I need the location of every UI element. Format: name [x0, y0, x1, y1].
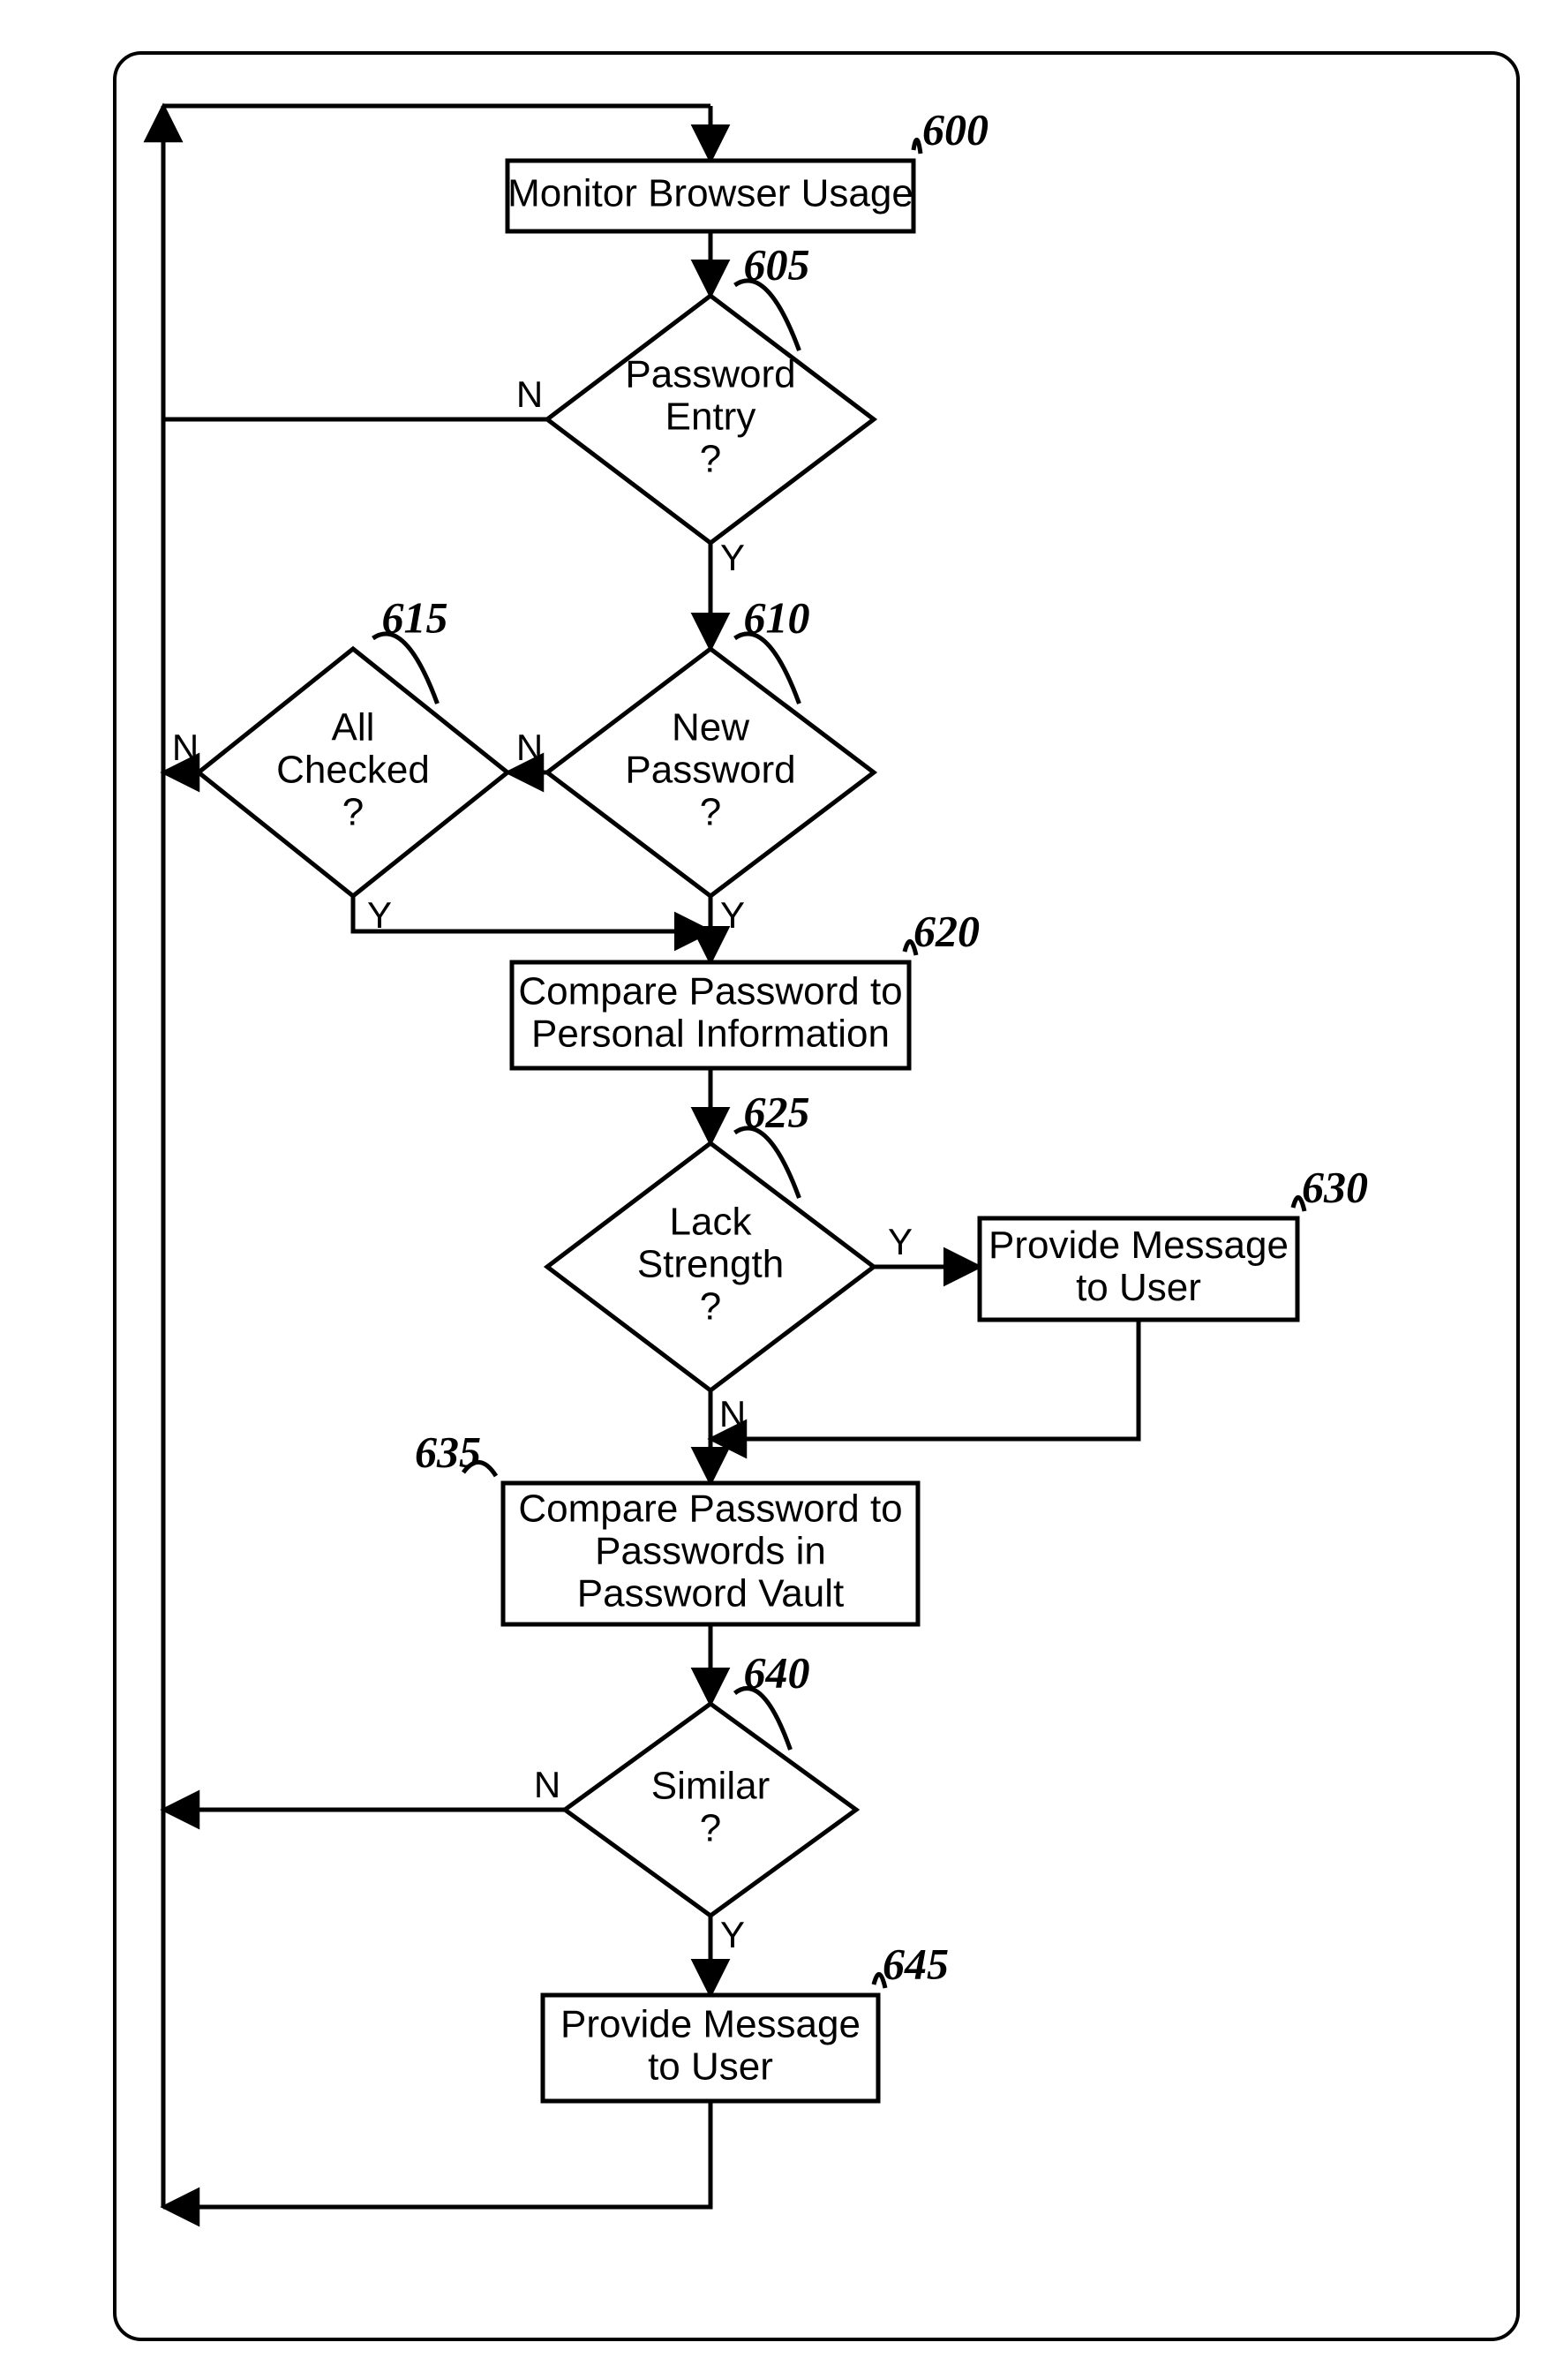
- ref-n615: 615: [382, 592, 448, 642]
- node-n620-line0: Compare Password to: [518, 970, 902, 1013]
- edge-label-e640-N-loop: N: [534, 1764, 560, 1805]
- node-n625-line2: ?: [700, 1285, 721, 1329]
- ref-hook-n600: [913, 139, 921, 154]
- node-n630: Provide Messageto User: [980, 1218, 1297, 1320]
- ref-n620: 620: [913, 906, 980, 955]
- edge-label-e605-N-loop: N: [516, 373, 543, 415]
- node-n620-line1: Personal Information: [531, 1013, 890, 1056]
- edge-e615-Y-620: [353, 896, 710, 931]
- node-n610-line0: New: [672, 706, 749, 749]
- node-n645-line0: Provide Message: [560, 2003, 861, 2046]
- edge-label-e615-Y-620: Y: [367, 894, 392, 936]
- ref-n640: 640: [744, 1647, 810, 1697]
- node-n605: PasswordEntry?: [547, 296, 874, 543]
- ref-n645: 645: [883, 1939, 949, 1988]
- node-n615-line0: All: [332, 706, 375, 749]
- ref-n635: 635: [415, 1427, 481, 1476]
- node-n625-line1: Strength: [637, 1243, 784, 1286]
- node-n610-line2: ?: [700, 791, 721, 834]
- node-n615-line1: Checked: [276, 749, 430, 792]
- node-n630-line0: Provide Message: [988, 1224, 1289, 1267]
- node-n640-line1: ?: [700, 1807, 721, 1850]
- edge-e645-loop: [163, 2101, 710, 2207]
- flowchart: Y N Y N N Y Y N N Y Monitor Browser Usage Password…: [0, 0, 1541, 2380]
- node-n625-line0: Lack: [670, 1201, 753, 1244]
- edge-label-e625-635: N: [719, 1393, 746, 1435]
- node-n610-line1: Password: [625, 749, 795, 792]
- node-n615-line2: ?: [342, 791, 364, 834]
- edge-label-e615-N-loop: N: [172, 727, 199, 768]
- node-n610: NewPassword?: [547, 649, 874, 896]
- node-n635: Compare Password toPasswords inPassword …: [503, 1483, 918, 1624]
- node-n635-line2: Password Vault: [577, 1572, 844, 1616]
- edge-label-e605-610: Y: [720, 537, 745, 578]
- node-n640-line0: Similar: [651, 1765, 770, 1808]
- node-n605-line1: Entry: [665, 395, 756, 439]
- node-n615: AllChecked?: [199, 649, 507, 896]
- ref-n625: 625: [744, 1087, 810, 1136]
- node-n600-line0: Monitor Browser Usage: [507, 172, 913, 215]
- node-n635-line1: Passwords in: [595, 1530, 826, 1573]
- node-n640: Similar?: [565, 1704, 856, 1916]
- node-n635-line0: Compare Password to: [518, 1488, 902, 1531]
- node-n605-line2: ?: [700, 438, 721, 481]
- node-n625: LackStrength?: [547, 1143, 874, 1390]
- ref-n605: 605: [744, 239, 810, 289]
- ref-n600: 600: [922, 104, 988, 154]
- edge-label-e625-630: Y: [888, 1221, 913, 1262]
- node-n645-line1: to User: [648, 2045, 773, 2089]
- edge-e605-N-loop: [163, 106, 547, 419]
- edge-label-e640-645: Y: [720, 1914, 745, 1955]
- edge-label-e610-620: Y: [720, 894, 745, 936]
- edge-label-e610-615: N: [516, 727, 543, 768]
- node-n605-line0: Password: [625, 353, 795, 396]
- ref-n630: 630: [1302, 1162, 1368, 1211]
- node-n620: Compare Password toPersonal Information: [512, 962, 909, 1068]
- node-n600: Monitor Browser Usage: [507, 161, 913, 231]
- ref-n610: 610: [744, 592, 810, 642]
- node-n630-line1: to User: [1076, 1266, 1201, 1309]
- node-n645: Provide Messageto User: [543, 1995, 878, 2101]
